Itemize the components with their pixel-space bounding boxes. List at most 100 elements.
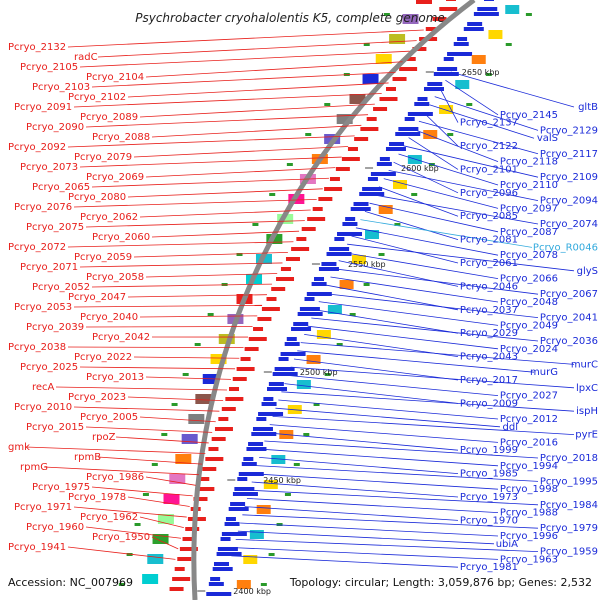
right-gene-label: glyS	[577, 266, 598, 277]
marker-dot	[411, 193, 418, 196]
right-leader-line	[398, 153, 499, 186]
marker-dot	[447, 133, 454, 136]
left-leader-line	[139, 315, 258, 318]
forward-gene	[225, 397, 244, 401]
forward-gene	[412, 47, 427, 51]
tick-label: 2400 kbp	[233, 587, 271, 596]
left-leader-line	[67, 241, 294, 248]
right-gene-label: Pcryo_2049	[500, 320, 558, 331]
forward-gene	[177, 557, 192, 561]
left-leader-line	[127, 82, 389, 98]
forward-gene	[439, 7, 458, 11]
left-leader-line	[85, 114, 369, 128]
reverse-gene	[329, 247, 350, 251]
feature-block	[256, 505, 271, 514]
right-leader-line	[259, 457, 459, 474]
feature-block	[296, 380, 311, 389]
reverse-gene	[284, 342, 300, 346]
right-leader-line	[307, 325, 499, 350]
left-leader-line	[73, 506, 187, 518]
topology-text: Topology: circular; Length: 3,059,876 bp…	[289, 576, 592, 589]
forward-gene	[179, 547, 198, 551]
right-gene-label: Pcryo_2109	[540, 172, 598, 183]
left-leader-line	[91, 283, 273, 288]
left-gene-label: Pcryo_2005	[80, 412, 138, 423]
left-leader-line	[91, 71, 396, 88]
feature-block	[142, 574, 159, 584]
tick-label: 2600 kbp	[401, 164, 439, 173]
right-leader-line	[330, 276, 499, 303]
marker-dot	[194, 343, 201, 346]
forward-gene	[271, 287, 286, 291]
reverse-gene	[326, 252, 352, 256]
right-gene-label: Pcryo_1979	[540, 523, 598, 534]
reverse-gene	[443, 57, 454, 61]
left-gene-label: Pcryo_2102	[68, 92, 126, 103]
left-gene-label: Pcryo_1975	[32, 482, 90, 493]
reverse-gene	[437, 67, 458, 71]
feature-block	[175, 454, 192, 464]
left-gene-label: Pcryo_2022	[74, 352, 132, 363]
backbone-arc	[191, 0, 476, 600]
feature-block	[218, 334, 235, 344]
left-leader-line	[85, 526, 182, 539]
reverse-gene	[379, 157, 390, 161]
right-gene-label: murC	[571, 359, 598, 370]
right-gene-label: Pcryo_2094	[540, 196, 598, 207]
reverse-gene	[389, 142, 405, 146]
reverse-gene	[473, 12, 499, 16]
forward-gene	[329, 177, 340, 181]
right-gene-label: Pcryo_2129	[540, 125, 598, 136]
left-gene-label: Pcryo_2103	[32, 82, 90, 93]
left-gene-label: Pcryo_2091	[14, 102, 72, 113]
right-leader-line	[272, 416, 575, 435]
left-gene-label: rpoZ	[92, 432, 116, 443]
reverse-gene	[278, 357, 289, 361]
right-leader-line	[322, 293, 539, 318]
marker-dot	[525, 13, 532, 16]
left-gene-label: Pcryo_2059	[74, 252, 132, 263]
left-gene-label: Pcryo_2092	[8, 142, 66, 153]
left-leader-line	[139, 209, 311, 218]
left-leader-line	[79, 262, 283, 268]
reverse-gene	[350, 207, 371, 211]
marker-dot	[466, 103, 473, 106]
reverse-gene	[367, 177, 378, 181]
left-leader-line	[67, 346, 244, 349]
right-leader-line	[314, 309, 459, 334]
left-gene-label: Pcryo_2015	[26, 422, 84, 433]
marker-dot	[305, 133, 312, 136]
left-gene-label: Pcryo_1960	[26, 522, 84, 533]
right-gene-label: Pcryo_2037	[460, 305, 518, 316]
feature-block	[488, 30, 503, 39]
forward-gene	[196, 487, 215, 491]
right-gene-label: valS	[537, 133, 558, 144]
forward-gene	[276, 277, 295, 281]
forward-gene	[291, 247, 310, 251]
right-leader-line	[261, 448, 499, 467]
left-gene-label: Pcryo_2062	[80, 212, 138, 223]
right-leader-line	[408, 137, 459, 170]
forward-gene	[360, 127, 379, 131]
feature-block	[362, 74, 379, 84]
right-gene-label: gltB	[578, 102, 598, 113]
marker-dot	[303, 433, 310, 436]
forward-gene	[366, 117, 377, 121]
right-leader-line	[278, 399, 499, 420]
forward-gene	[253, 327, 264, 331]
forward-gene	[214, 427, 233, 431]
feature-block	[336, 114, 353, 124]
reverse-gene	[304, 297, 315, 301]
right-leader-line	[369, 202, 499, 233]
reverse-gene	[353, 202, 369, 206]
reverse-gene	[274, 367, 295, 371]
marker-dot	[236, 253, 243, 256]
left-gene-label: Pcryo_2053	[14, 302, 72, 313]
reverse-gene	[248, 442, 264, 446]
right-gene-label: Pcryo_1995	[540, 476, 598, 487]
right-gene-label: Pcryo_1985	[460, 469, 518, 480]
right-gene-label: Pcryo_2016	[500, 437, 558, 448]
feature-block	[306, 355, 321, 364]
tick-marks: 2650 kbp 2600 kbp 2550 kbp 2500 kbp 2450 kbp…	[197, 68, 499, 596]
